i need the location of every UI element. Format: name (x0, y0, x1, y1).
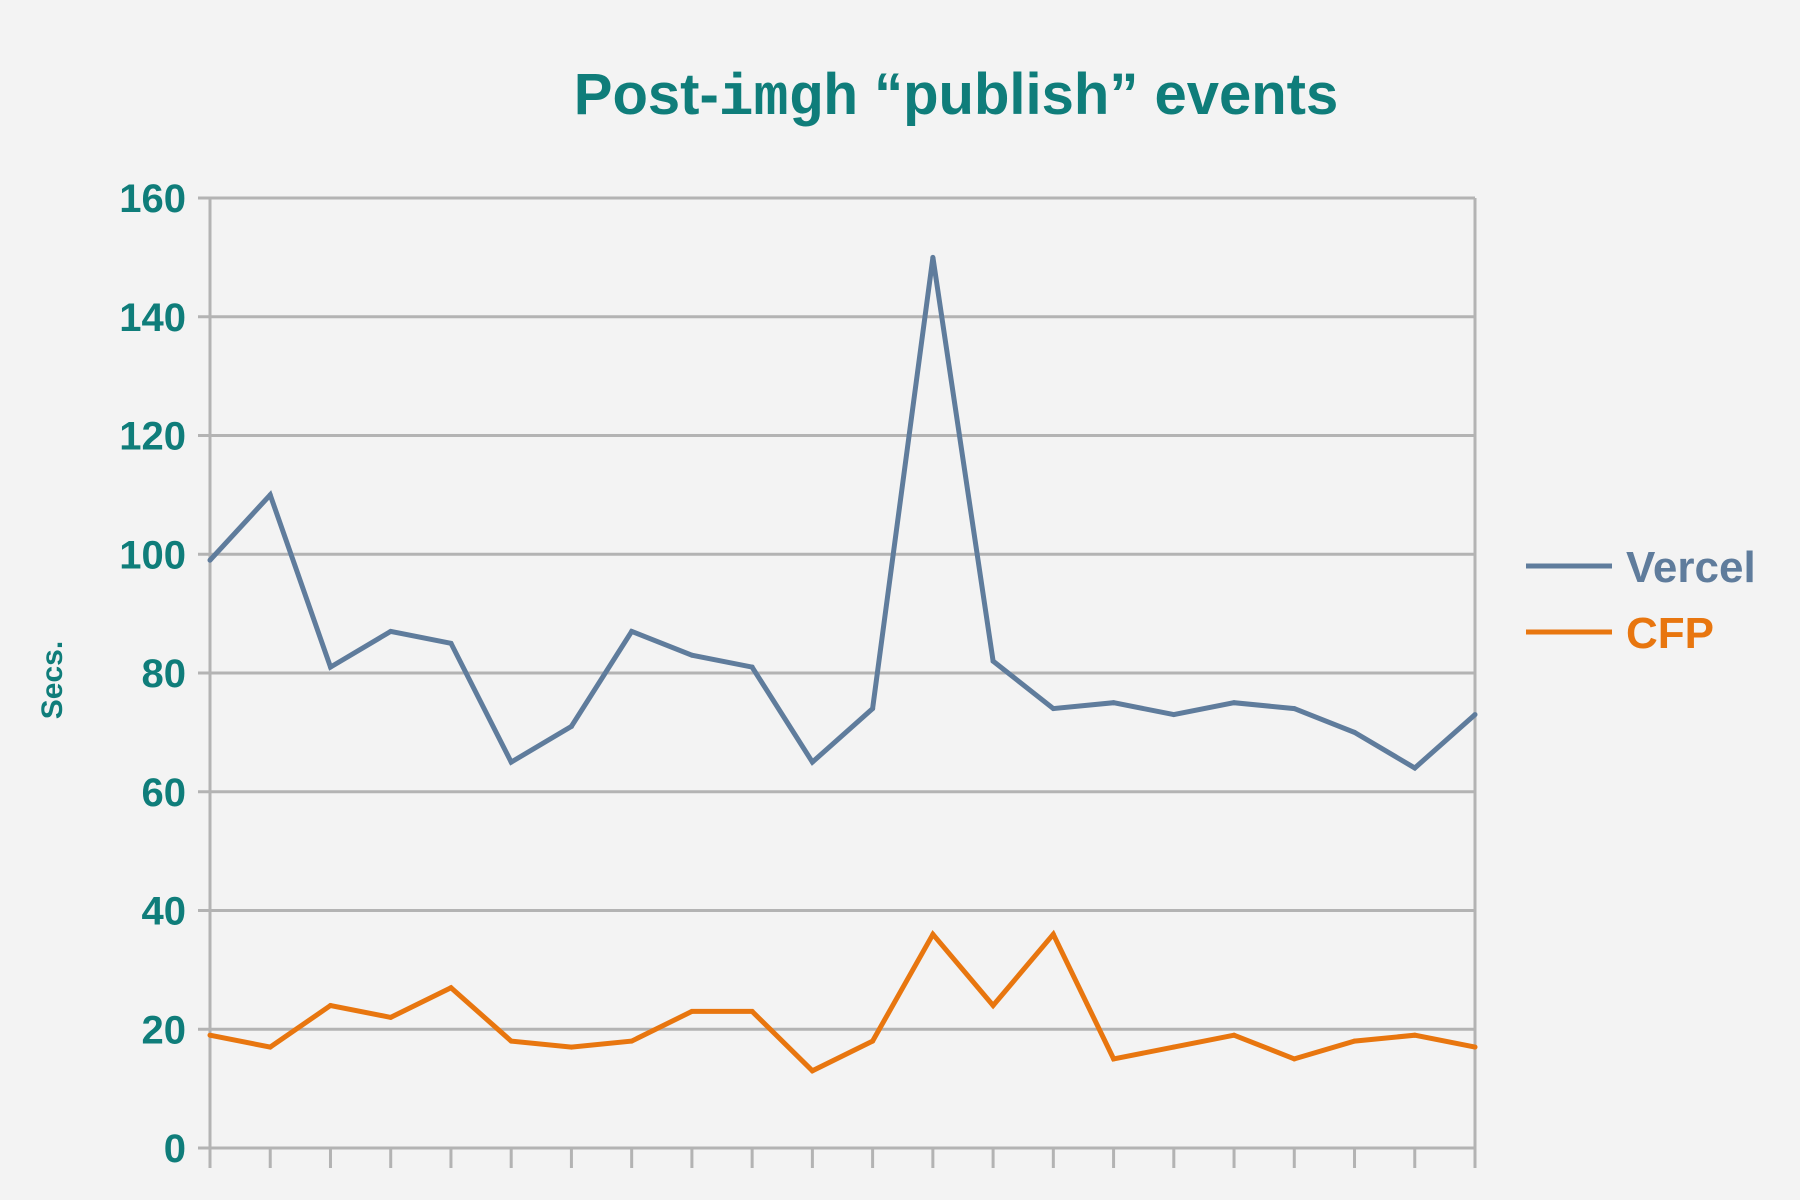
data-point-cfp (508, 1038, 514, 1044)
chart-title-prefix: Post- (574, 62, 719, 127)
data-point-vercel (388, 628, 394, 634)
data-point-cfp (1171, 1044, 1177, 1050)
data-point-vercel (568, 723, 574, 729)
data-point-cfp (1231, 1032, 1237, 1038)
data-point-cfp (1352, 1038, 1358, 1044)
data-point-cfp (1050, 931, 1056, 937)
data-point-vercel (1111, 700, 1117, 706)
legend: Vercel CFP (1526, 543, 1756, 658)
y-axis-label: Secs. (36, 641, 69, 719)
y-tick-label: 20 (142, 1008, 187, 1052)
data-point-cfp (870, 1038, 876, 1044)
data-point-vercel (990, 658, 996, 664)
legend-label-cfp: CFP (1626, 609, 1714, 658)
chart-title-suffix: “publish” events (858, 62, 1338, 127)
data-point-vercel (448, 640, 454, 646)
data-point-vercel (930, 254, 936, 260)
data-point-vercel (1412, 765, 1418, 771)
data-point-cfp (568, 1044, 574, 1050)
data-point-cfp (629, 1038, 635, 1044)
y-tick-label: 0 (164, 1127, 186, 1171)
data-point-cfp (990, 1003, 996, 1008)
data-point-vercel (1291, 706, 1297, 712)
data-point-vercel (1472, 712, 1478, 718)
data-point-vercel (1171, 712, 1177, 718)
data-point-vercel (629, 628, 635, 634)
data-point-vercel (1352, 729, 1358, 735)
data-point-cfp (809, 1068, 815, 1074)
data-point-cfp (1291, 1056, 1297, 1062)
data-point-vercel (749, 664, 755, 670)
data-point-cfp (1412, 1032, 1418, 1038)
y-tick-label: 100 (119, 533, 186, 577)
series-line-cfp (209, 929, 1476, 1074)
chart-title: Post-imgh “publish” events (574, 62, 1338, 132)
data-point-vercel (1050, 706, 1056, 712)
data-point-cfp (930, 931, 936, 937)
y-tick-label: 160 (119, 177, 186, 221)
y-tick-labels: 0 20 40 60 80 100 120 140 160 (119, 177, 210, 1171)
series-line-vercel (208, 257, 1477, 772)
data-point-cfp (1111, 1056, 1117, 1062)
data-point-vercel (508, 759, 514, 765)
y-tick-label: 140 (119, 296, 186, 340)
x-tick-marks (208, 1148, 1477, 1168)
data-point-vercel (689, 652, 695, 658)
data-point-vercel (809, 759, 815, 765)
data-point-cfp (749, 1008, 755, 1014)
data-point-cfp (448, 985, 454, 991)
gridlines (210, 196, 1475, 1031)
data-point-vercel (1231, 700, 1237, 706)
data-point-cfp (388, 1014, 394, 1020)
data-point-cfp (689, 1008, 695, 1014)
y-tick-label: 40 (142, 890, 187, 934)
data-point-vercel (327, 664, 333, 670)
data-point-vercel (267, 492, 273, 498)
chart-title-code: imgh (719, 67, 858, 132)
data-point-cfp (1472, 1044, 1478, 1050)
y-tick-label: 120 (119, 415, 186, 459)
axes (208, 198, 1477, 1168)
legend-label-vercel: Vercel (1626, 543, 1756, 592)
data-point-cfp (267, 1044, 273, 1050)
y-tick-label: 80 (142, 652, 187, 696)
data-point-vercel (870, 706, 876, 712)
data-point-cfp (327, 1003, 333, 1008)
data-point-cfp (207, 1032, 213, 1038)
data-point-vercel (207, 557, 213, 563)
series-lines (207, 254, 1478, 1074)
y-tick-label: 60 (142, 771, 187, 815)
